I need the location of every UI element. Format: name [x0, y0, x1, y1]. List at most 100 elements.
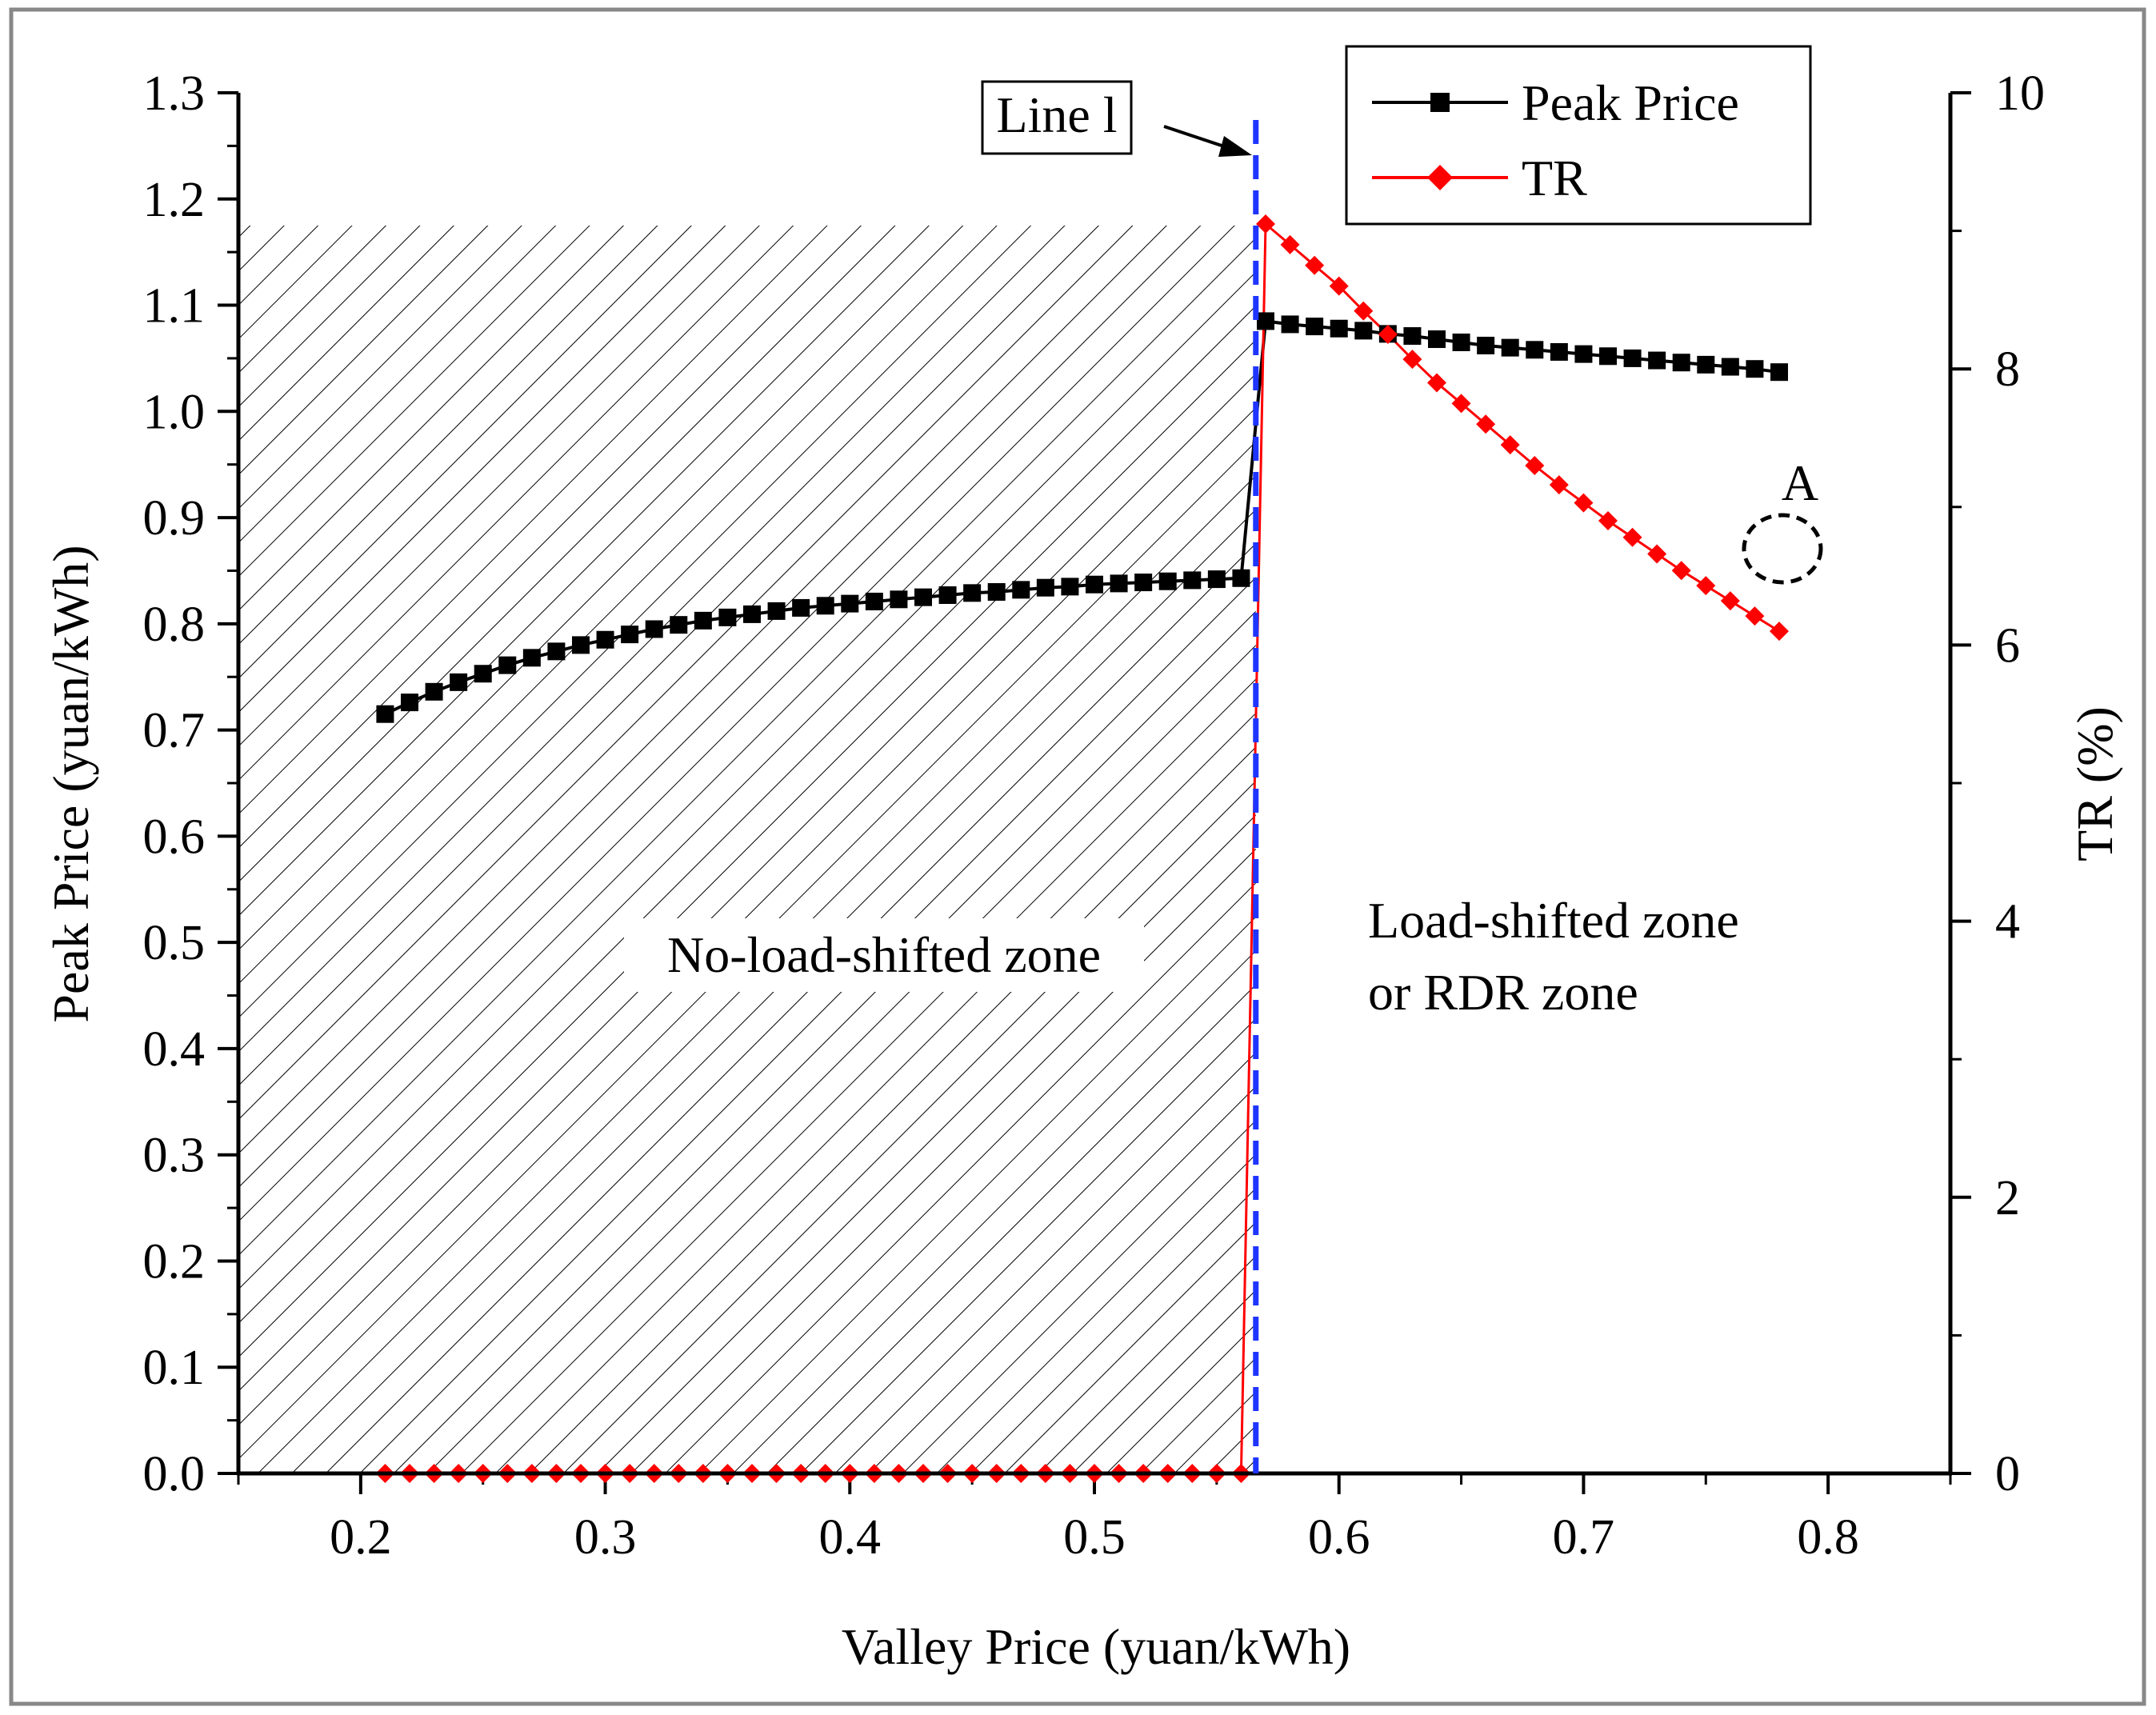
peak-price-point: [1746, 360, 1764, 378]
peak-price-point: [865, 592, 883, 610]
y-tick-label: 0.9: [143, 491, 206, 546]
tr-point: [1549, 475, 1569, 495]
peak-price-point: [621, 626, 639, 644]
tr-point: [1427, 373, 1446, 393]
peak-price-point: [1134, 574, 1153, 592]
peak-price-point: [572, 636, 590, 654]
peak-price-point: [498, 656, 517, 674]
peak-price-point: [1550, 342, 1568, 361]
line-l-label-box: [981, 80, 1133, 155]
tr-point: [1354, 301, 1374, 321]
peak-price-point: [767, 602, 786, 620]
no-load-zone-label: No-load-shifted zone: [667, 926, 1101, 983]
tr-point: [1647, 544, 1667, 564]
y-tick-label: 0.2: [143, 1234, 206, 1289]
peak-price-point: [1257, 312, 1274, 330]
line-l-label: Line l: [996, 86, 1117, 143]
tr-point: [1720, 591, 1740, 611]
y-tick-label: 0.1: [143, 1341, 206, 1395]
y2-tick-label: 4: [1995, 895, 2020, 949]
peak-price-point: [1672, 354, 1690, 372]
tr-point: [1256, 214, 1275, 234]
peak-price-point: [1012, 581, 1030, 599]
peak-price-point: [645, 620, 663, 638]
peak-price-point: [1477, 336, 1495, 354]
y-tick-label: 1.3: [143, 66, 206, 121]
peak-price-point: [1721, 358, 1739, 376]
peak-price-point: [1623, 349, 1642, 367]
axis-ticks: 0.2 0.3 0.4 0.5 0.6 0.7 0.8 0.0 0.1 0.2 0.3 0.4 0.5 0…: [143, 66, 2046, 1565]
peak-price-point: [987, 583, 1006, 602]
x-tick-label: 0.7: [1553, 1510, 1615, 1565]
y-tick-label: 0.4: [143, 1022, 206, 1077]
point-a-label: A: [1782, 454, 1818, 511]
peak-price-point: [1648, 351, 1666, 370]
y-tick-label: 0.0: [143, 1447, 206, 1501]
legend-peak-label: Peak Price: [1522, 74, 1739, 131]
legend-tr-marker: [1427, 165, 1453, 190]
tr-point: [1770, 622, 1789, 642]
x-tick-label: 0.8: [1797, 1510, 1859, 1565]
peak-price-line: [384, 319, 1780, 716]
tr-point: [1378, 325, 1398, 345]
y-tick-label: 1.2: [143, 173, 206, 227]
peak-price-point: [743, 605, 761, 623]
peak-price-point: [792, 598, 810, 617]
peak-price-point: [1526, 341, 1544, 359]
peak-price-point: [670, 616, 688, 634]
peak-price-point: [694, 611, 712, 630]
no-load-zone-label-bg: [624, 918, 1144, 992]
y-tick-label: 1.1: [143, 279, 206, 334]
x-tick-label: 0.2: [330, 1510, 392, 1565]
x-tick-label: 0.4: [819, 1510, 882, 1565]
peak-price-point: [376, 705, 394, 723]
y2-tick-label: 6: [1995, 618, 2020, 673]
peak-price-point: [1036, 578, 1054, 597]
point-a-circle: [1742, 513, 1823, 585]
no-load-shifted-zone: [238, 225, 1256, 1473]
peak-price-point: [450, 673, 468, 691]
peak-price-point: [1061, 578, 1079, 596]
tr-point: [1402, 350, 1422, 370]
peak-price-point: [1770, 363, 1788, 382]
y-tick-label: 0.8: [143, 598, 206, 652]
peak-price-point: [1158, 572, 1177, 590]
peak-price-point: [1232, 569, 1250, 587]
y-tick-label: 0.3: [143, 1129, 206, 1183]
y-axis-title: Peak Price (yuan/kWh): [42, 545, 99, 1022]
legend-tr-label: TR: [1522, 150, 1587, 206]
tr-point: [1500, 435, 1520, 455]
peak-price-point: [1306, 318, 1324, 336]
peak-price-point: [1452, 334, 1470, 352]
peak-price-point: [596, 630, 614, 649]
peak-price-point: [1574, 345, 1593, 363]
tr-point: [1622, 527, 1642, 547]
y2-tick-label: 8: [1995, 342, 2020, 397]
axes: [236, 93, 1953, 1476]
y2-tick-label: 10: [1995, 66, 2045, 121]
line-l-arrowhead: [1218, 136, 1252, 157]
legend: Peak Price TR: [1345, 45, 1812, 226]
peak-price-point: [1403, 327, 1422, 346]
x-axis-title: Valley Price (yuan/kWh): [842, 1618, 1350, 1675]
x-tick-label: 0.3: [574, 1510, 637, 1565]
tr-point: [1451, 394, 1471, 414]
y-tick-label: 1.0: [143, 385, 206, 439]
peak-price-point: [401, 694, 418, 712]
y-tick-label: 0.5: [143, 916, 206, 970]
legend-box: [1345, 45, 1812, 226]
x-tick-label: 0.6: [1308, 1510, 1370, 1565]
peak-price-point: [547, 642, 566, 661]
peak-price-point: [816, 597, 834, 615]
legend-peak-marker: [1430, 93, 1450, 112]
peak-price-point: [1207, 570, 1226, 589]
peak-price-point: [1354, 322, 1373, 340]
peak-price-point: [718, 608, 737, 626]
tr-point: [1280, 234, 1300, 254]
peak-price-point: [1697, 355, 1715, 374]
tr-point: [1598, 511, 1618, 531]
y2-tick-label: 0: [1995, 1447, 2020, 1501]
tr-point: [1574, 493, 1594, 513]
tr-point: [1525, 456, 1545, 476]
